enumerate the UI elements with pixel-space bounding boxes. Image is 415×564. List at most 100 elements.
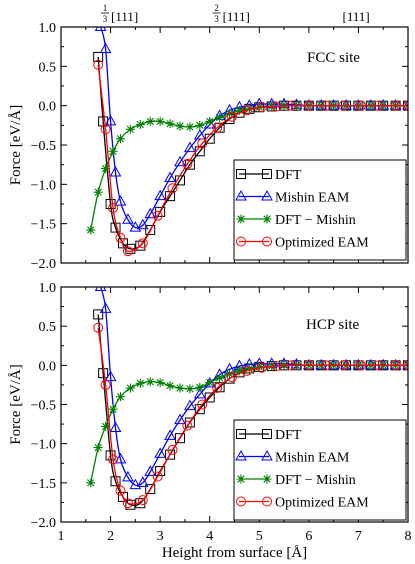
data-point — [108, 146, 118, 156]
y-axis-label: Force [eV/Å] — [8, 105, 24, 185]
data-point — [101, 421, 111, 431]
y-tick-label: 0.5 — [39, 320, 57, 335]
data-point — [86, 478, 96, 488]
data-point — [135, 120, 145, 130]
data-point — [256, 102, 267, 113]
y-tick-label: −0.5 — [31, 139, 56, 154]
data-point — [125, 383, 135, 393]
x-tick-label: 2 — [107, 529, 114, 544]
data-point — [403, 100, 408, 111]
data-point — [154, 189, 166, 201]
data-point — [136, 476, 149, 487]
data-point — [167, 444, 178, 455]
legend: DFT Mishin EAM DFT − Mishin Optimized EAM — [233, 159, 407, 261]
data-point — [135, 240, 146, 251]
data-point — [115, 134, 125, 144]
data-point — [152, 210, 163, 221]
data-point — [114, 195, 127, 206]
legend-entry: Optimized EAM — [236, 496, 369, 511]
data-point — [101, 164, 111, 174]
data-point — [254, 362, 264, 372]
plot-frame — [60, 286, 409, 523]
data-point — [241, 365, 252, 376]
data-point — [93, 443, 103, 453]
data-point — [215, 373, 225, 383]
data-point — [174, 413, 186, 425]
legend-label: DFT − Mishin — [275, 213, 356, 228]
data-point — [271, 101, 282, 112]
legend-label: DFT − Mishin — [275, 473, 356, 488]
data-point — [338, 100, 349, 111]
data-point — [225, 109, 235, 119]
direction-label: [111] — [223, 9, 250, 24]
data-point — [108, 454, 119, 465]
data-point — [164, 429, 176, 440]
data-point — [195, 382, 205, 392]
data-point — [402, 99, 408, 110]
data-point — [262, 429, 272, 439]
data-point — [117, 238, 128, 249]
data-point — [100, 124, 111, 135]
data-point — [197, 138, 208, 149]
data-point — [117, 491, 128, 502]
data-point — [129, 221, 142, 232]
data-point — [303, 100, 314, 111]
plot-area — [86, 287, 408, 510]
data-point — [205, 116, 215, 126]
data-point — [261, 449, 273, 461]
data-point — [93, 51, 104, 62]
series-circle — [93, 59, 408, 257]
data-point — [108, 404, 118, 414]
data-point — [93, 59, 104, 70]
y-tick-label: −2.0 — [31, 257, 56, 272]
data-point — [136, 218, 149, 230]
data-point — [286, 360, 297, 371]
data-point — [154, 447, 166, 458]
data-point — [236, 496, 246, 507]
legend-entry: Mishin EAM — [235, 189, 350, 206]
data-point — [373, 360, 384, 371]
data-point — [94, 287, 107, 291]
data-point — [174, 433, 185, 444]
data-point — [193, 387, 206, 399]
y-tick-label: 0.5 — [39, 60, 57, 75]
x-axis-label: Height from surface [Å] — [162, 545, 307, 561]
data-point — [236, 236, 246, 247]
data-point — [185, 384, 195, 394]
y-tick-label: −1.5 — [31, 218, 56, 233]
y-axis-label: Force [eV/Å] — [8, 364, 24, 444]
data-point — [122, 246, 133, 257]
y-tick-label: −1.0 — [31, 438, 56, 453]
direction-label: [111] — [111, 9, 138, 24]
legend-entry: Optimized EAM — [236, 236, 369, 251]
legend: DFT Mishin EAM DFT − Mishin Optimized EAM — [233, 419, 407, 521]
data-point — [145, 224, 156, 235]
y-tick-label: −0.5 — [31, 399, 56, 414]
top-axis-label: 23 [111] — [212, 3, 250, 24]
legend-label: Mishin EAM — [275, 191, 350, 206]
data-point — [214, 122, 225, 133]
x-tick-label: 3 — [157, 529, 164, 544]
data-point — [182, 420, 193, 431]
y-tick-label: −1.5 — [31, 477, 56, 492]
data-point — [373, 100, 384, 111]
data-point — [115, 232, 126, 243]
data-point — [236, 214, 246, 224]
data-point — [403, 360, 408, 371]
data-point — [262, 169, 272, 179]
data-point — [152, 471, 163, 482]
data-point — [235, 189, 247, 201]
y-tick-label: −1.0 — [31, 178, 56, 193]
plot-area — [86, 27, 408, 257]
data-point — [109, 166, 122, 177]
data-point — [262, 474, 272, 484]
data-point — [262, 214, 272, 224]
data-point — [165, 381, 175, 391]
data-point — [129, 478, 142, 490]
legend-entry: Mishin EAM — [235, 449, 350, 466]
data-point — [262, 496, 272, 507]
chart-panel-1: −2.0 −1.5 −1.0 −0.5 0.0 0.5 1.0 Force [eV/Å] FCC… — [8, 3, 409, 272]
legend-entry: DFT — [236, 168, 302, 183]
x-tick-label: 4 — [206, 529, 213, 544]
data-point — [155, 466, 166, 477]
